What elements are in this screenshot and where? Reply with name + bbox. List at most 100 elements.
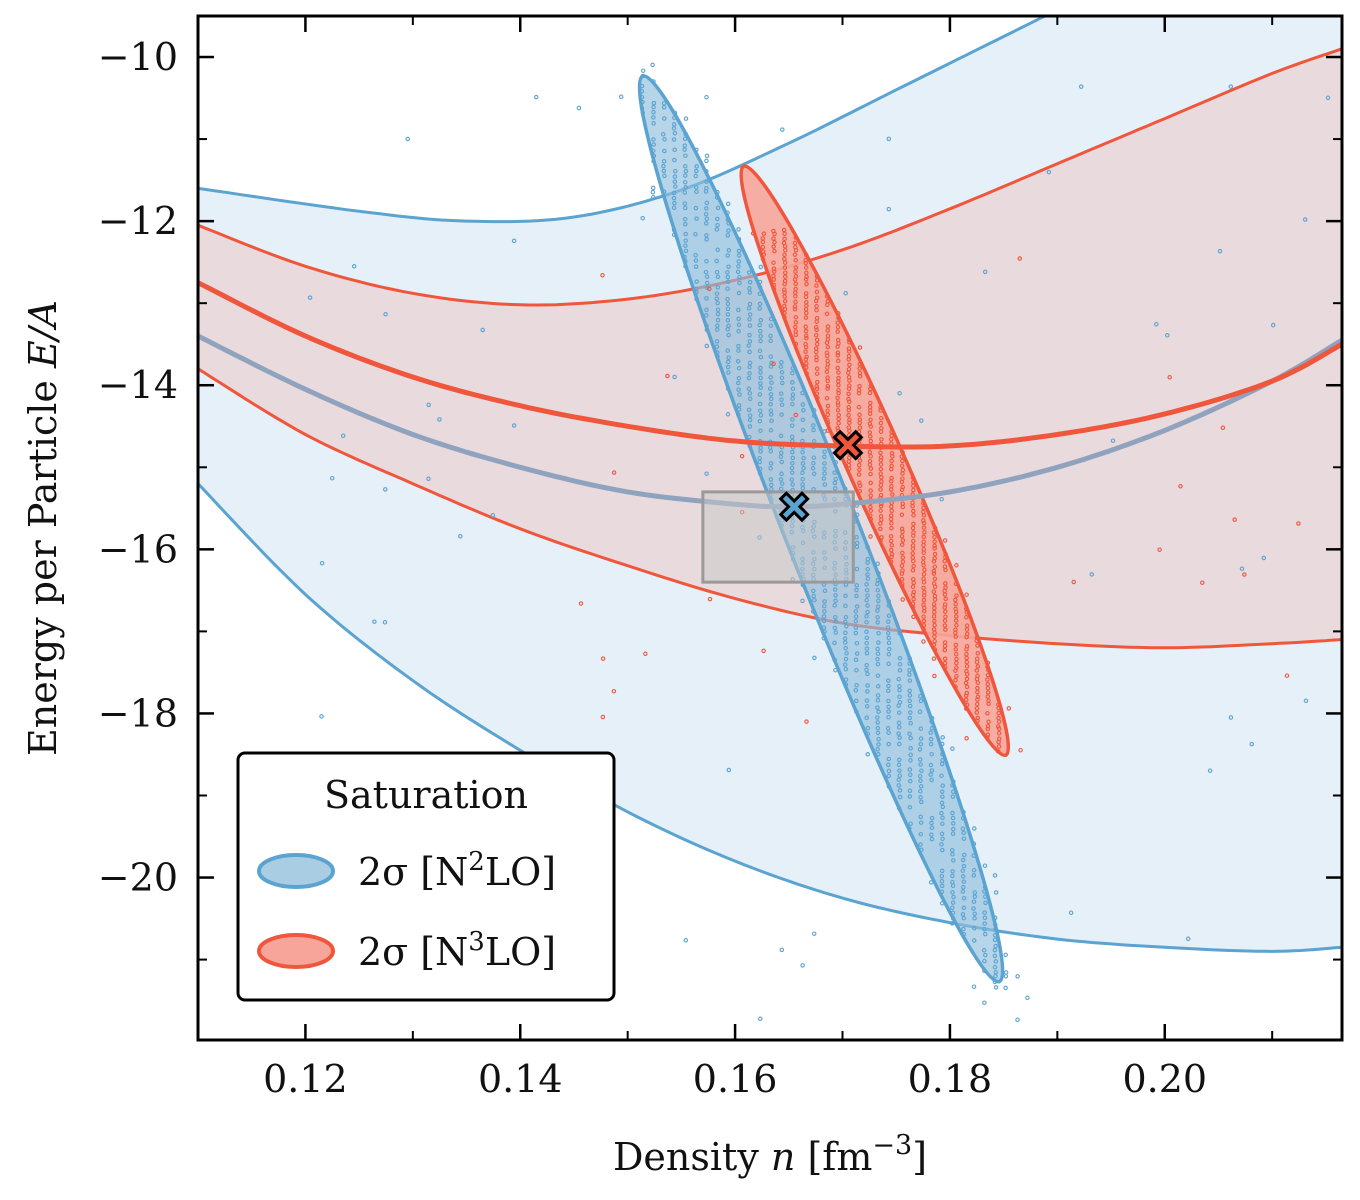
n3lo-sample-point	[964, 736, 969, 741]
n2lo-sample-point	[683, 231, 688, 237]
n2lo-sample-point	[864, 582, 869, 587]
n2lo-sample-point	[640, 215, 645, 221]
n2lo-sample-point	[928, 736, 934, 742]
n2lo-sample-point	[961, 852, 967, 858]
n2lo-sample-point	[1228, 715, 1234, 720]
n3lo-sample-point	[1018, 747, 1023, 753]
n3lo-sample-point	[825, 302, 830, 308]
n3lo-sample-point	[803, 349, 808, 354]
n2lo-sample-point	[960, 868, 966, 873]
n3lo-sample-point	[921, 542, 926, 548]
n3lo-sample-point	[953, 668, 958, 673]
n2lo-sample-point	[992, 873, 998, 878]
n2lo-sample-point	[972, 826, 977, 831]
n3lo-sample-point	[803, 345, 809, 350]
n3lo-sample-point	[825, 365, 830, 370]
n3lo-sample-point	[921, 555, 926, 561]
n2lo-sample-point	[725, 364, 731, 370]
n2lo-sample-point	[832, 603, 837, 608]
n2lo-sample-point	[961, 915, 967, 921]
n2lo-sample-point	[940, 847, 945, 853]
n2lo-sample-point	[971, 899, 977, 904]
n2lo-sample-point	[940, 804, 946, 810]
n2lo-sample-point	[651, 137, 656, 142]
n3lo-sample-point	[867, 430, 873, 435]
n2lo-sample-point	[865, 689, 870, 694]
n2lo-sample-point	[982, 269, 988, 275]
n2lo-sample-point	[1078, 84, 1084, 89]
n2lo-sample-point	[1217, 248, 1223, 254]
n2lo-sample-point	[693, 205, 699, 211]
n3lo-sample-point	[888, 516, 894, 522]
n3lo-sample-point	[600, 714, 606, 720]
n3lo-sample-point	[600, 273, 605, 278]
n2lo-sample-point	[736, 264, 741, 269]
n2lo-sample-point	[661, 100, 667, 106]
n2lo-sample-point	[907, 668, 912, 673]
n2lo-sample-point	[864, 715, 869, 721]
n2lo-sample-point	[811, 427, 816, 433]
n2lo-sample-point	[757, 301, 763, 307]
n2lo-sample-point	[340, 433, 346, 439]
n2lo-sample-point	[865, 725, 871, 731]
n2lo-sample-point	[662, 116, 667, 121]
n3lo-sample-point	[911, 513, 916, 518]
n3lo-sample-point	[921, 571, 927, 577]
n2lo-sample-point	[929, 825, 935, 831]
n3lo-sample-point	[600, 656, 606, 661]
n2lo-sample-point	[694, 279, 699, 284]
n2lo-sample-point	[908, 772, 913, 778]
n3lo-sample-point	[804, 361, 809, 366]
n2lo-sample-point	[918, 726, 924, 731]
n2lo-sample-point	[651, 142, 656, 147]
n3lo-sample-point	[814, 289, 820, 295]
n3lo-sample-point	[782, 298, 788, 304]
n3lo-sample-point	[921, 550, 926, 555]
n3lo-sample-point	[921, 593, 927, 598]
n3lo-sample-point	[921, 534, 927, 540]
n2lo-sample-point	[746, 386, 752, 392]
n3lo-sample-point	[868, 424, 874, 429]
n2lo-sample-point	[746, 343, 752, 348]
n2lo-sample-point	[768, 428, 774, 433]
x-axis-label: Density n [fm−3]	[613, 1130, 927, 1179]
n2lo-sample-point	[672, 374, 677, 380]
n2lo-sample-point	[907, 698, 912, 704]
n2lo-sample-point	[811, 593, 816, 599]
n2lo-sample-point	[993, 959, 999, 964]
n2lo-sample-point	[961, 830, 966, 836]
n2lo-sample-point	[918, 831, 924, 837]
y-tick-label: −18	[98, 691, 178, 735]
n2lo-sample-point	[725, 296, 730, 302]
n2lo-sample-point	[886, 678, 891, 683]
n2lo-sample-point	[747, 417, 753, 423]
n3lo-sample-point	[899, 487, 905, 493]
n2lo-sample-point	[779, 369, 785, 375]
n2lo-sample-point	[533, 94, 539, 100]
n3lo-sample-point	[1017, 256, 1023, 261]
n3lo-sample-point	[975, 664, 981, 669]
n2lo-sample-point	[897, 794, 903, 800]
n2lo-sample-point	[1239, 566, 1245, 571]
n2lo-sample-point	[790, 401, 795, 407]
n3lo-sample-point	[910, 568, 916, 573]
n2lo-sample-point	[725, 274, 731, 280]
n2lo-sample-point	[383, 487, 388, 492]
n2lo-sample-point	[790, 392, 796, 397]
n2lo-sample-point	[790, 417, 795, 422]
n3lo-sample-point	[889, 508, 895, 514]
n2lo-sample-point	[917, 709, 923, 715]
n3lo-sample-point	[942, 660, 948, 666]
n2lo-sample-point	[747, 317, 752, 322]
n2lo-sample-point	[897, 391, 902, 396]
n2lo-sample-point	[747, 279, 753, 285]
n3lo-sample-point	[739, 453, 745, 459]
n3lo-sample-point	[995, 724, 1001, 729]
n2lo-sample-point	[800, 598, 805, 604]
n2lo-sample-point	[907, 805, 913, 810]
n3lo-sample-point	[814, 357, 819, 363]
n2lo-sample-point	[908, 710, 913, 715]
n2lo-sample-point	[768, 392, 774, 397]
n2lo-sample-point	[885, 625, 891, 630]
n2lo-sample-point	[896, 710, 902, 715]
